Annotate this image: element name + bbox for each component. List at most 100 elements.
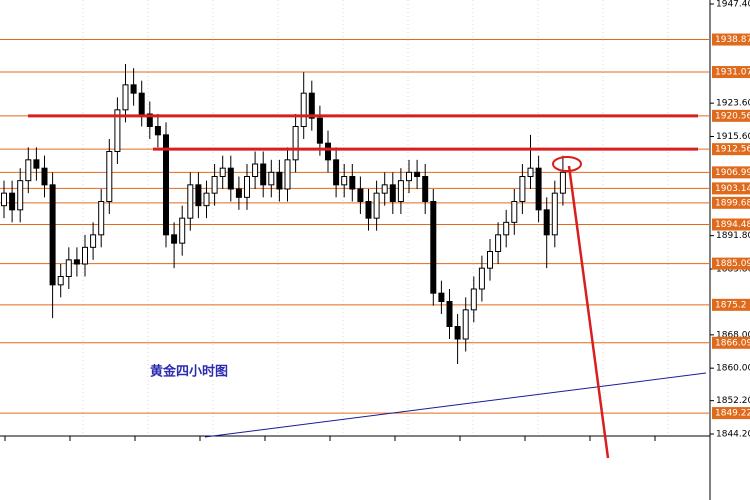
candle-body <box>478 267 485 290</box>
candle-body <box>300 92 307 127</box>
y-tick-label: 1923.60 <box>716 99 750 109</box>
highlight-ellipse <box>552 156 582 172</box>
candle-body <box>422 176 429 202</box>
level-label: 1885.09 <box>715 259 750 269</box>
y-tick-label: 1947.40 <box>716 0 750 10</box>
candle-body <box>389 184 396 202</box>
candle-body <box>406 171 412 182</box>
level-box <box>712 143 750 156</box>
candle-body <box>244 176 250 198</box>
candle-body <box>438 292 445 302</box>
candle-body <box>519 176 526 202</box>
y-tick-label: 1915.60 <box>716 132 750 142</box>
candle-body <box>414 171 421 177</box>
candles <box>1 64 566 364</box>
candle-body <box>195 184 202 207</box>
candle-body <box>130 84 137 94</box>
level-box <box>712 257 750 270</box>
candle-body <box>33 159 40 169</box>
candle-body <box>17 180 24 211</box>
candle-body <box>551 192 558 236</box>
candle-body <box>527 167 534 178</box>
candle-body <box>373 192 380 219</box>
level-box <box>712 182 750 195</box>
level-box <box>712 109 750 122</box>
candle-body <box>470 288 477 311</box>
candle-body <box>341 176 348 186</box>
candle-body <box>90 234 97 248</box>
candle-body <box>25 159 32 182</box>
candle-body <box>57 276 64 286</box>
candle-body <box>495 234 502 252</box>
candle-body <box>252 163 259 177</box>
candle-body <box>187 184 194 219</box>
level-label: 1906.99 <box>715 168 750 178</box>
candle-body <box>227 167 234 190</box>
level-label: 1894.48 <box>715 220 750 230</box>
level-label: 1875.2 <box>715 300 747 310</box>
candle-body <box>41 167 48 186</box>
level-label: 1912.56 <box>715 145 750 155</box>
level-box <box>712 218 750 231</box>
candle-body <box>1 192 7 207</box>
candle-body <box>98 201 105 236</box>
candle-body <box>65 259 72 278</box>
candle-body <box>381 184 388 194</box>
candle-body <box>333 159 340 186</box>
candle-body <box>357 188 364 202</box>
trend-line <box>204 372 707 438</box>
candle-body <box>276 171 283 190</box>
level-label: 1903.14 <box>715 184 750 194</box>
level-box <box>712 407 750 420</box>
candle-body <box>349 176 356 190</box>
candle-body <box>122 84 129 111</box>
level-box <box>712 298 750 311</box>
candle-body <box>284 159 291 190</box>
y-tick-label: 1891.80 <box>716 231 750 241</box>
grid <box>4 0 669 441</box>
candle-body <box>268 171 275 186</box>
candle-body <box>397 180 404 203</box>
candle-body <box>454 326 461 340</box>
candle-body <box>219 167 226 178</box>
level-label: 1866.09 <box>715 338 750 348</box>
candle-body <box>535 167 542 211</box>
candle-body <box>73 259 80 265</box>
arrow-line <box>567 165 610 459</box>
candle-body <box>171 234 178 244</box>
y-tick-label: 1844.20 <box>716 430 750 440</box>
candle-body <box>511 201 518 223</box>
candle-body <box>308 92 315 119</box>
candle-body <box>462 309 469 340</box>
candle-body <box>503 221 510 236</box>
level-box <box>712 33 750 46</box>
candle-body <box>559 171 566 194</box>
red-annotations <box>28 114 698 151</box>
candle-body <box>325 142 331 161</box>
candle-body <box>235 188 242 198</box>
candle-body <box>203 192 210 207</box>
level-box <box>712 166 750 179</box>
candle-body <box>446 301 453 327</box>
candle-body <box>138 92 145 115</box>
level-label: 1849.22 <box>715 409 750 419</box>
candle-body <box>260 163 267 186</box>
candle-body <box>154 126 161 136</box>
candle-body <box>9 192 16 211</box>
candle-body <box>316 117 323 144</box>
candle-body <box>211 176 218 194</box>
annotation: 黄金四小时图 <box>150 364 228 380</box>
candle-body <box>292 126 299 161</box>
candle-body <box>365 201 372 219</box>
y-tick-label: 1852.20 <box>716 396 750 406</box>
candle-body <box>430 201 437 294</box>
candle-body <box>106 151 113 202</box>
candle-body <box>163 134 169 236</box>
level-label: 1899.68 <box>715 198 750 208</box>
level-label: 1938.87 <box>715 35 750 45</box>
candle-body <box>82 246 88 265</box>
level-box <box>712 336 750 349</box>
level-label: 1920.56 <box>715 111 750 121</box>
